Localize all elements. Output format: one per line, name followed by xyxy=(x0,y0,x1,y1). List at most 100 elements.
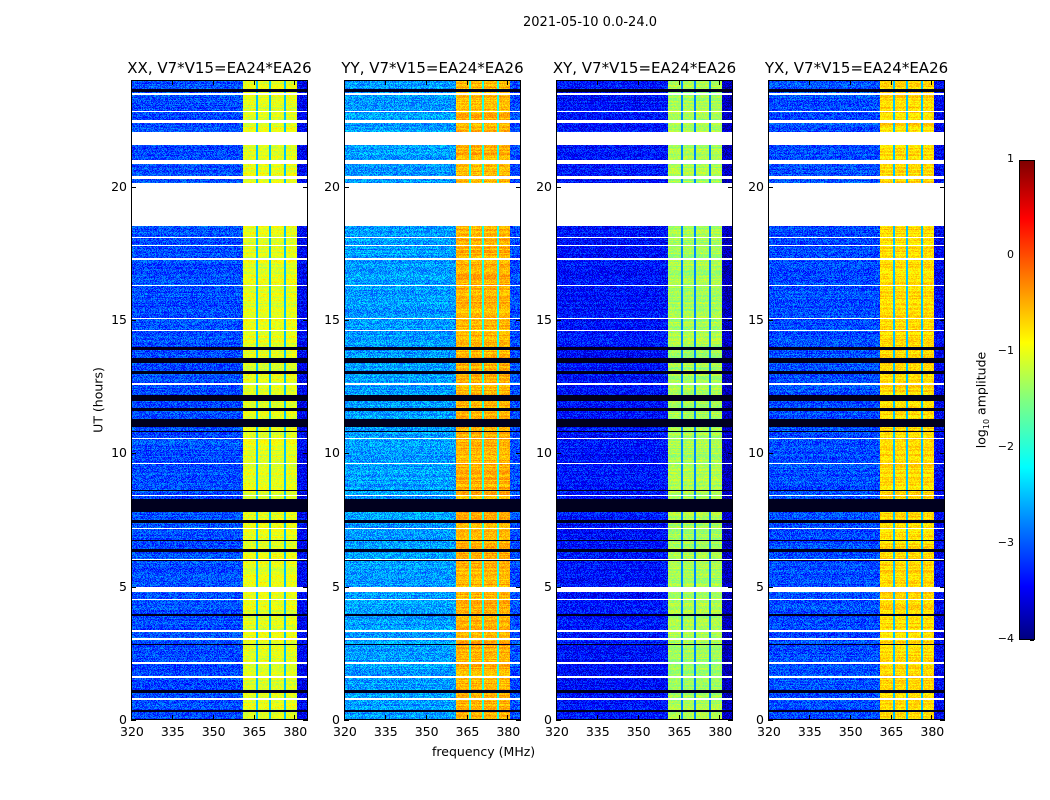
x-tick-mark xyxy=(344,715,345,720)
x-tick-mark xyxy=(849,80,851,85)
y-tick-mark xyxy=(556,720,561,721)
x-tick-mark xyxy=(768,715,769,720)
y-tick-label: 20 xyxy=(536,178,552,194)
y-tick-mark xyxy=(344,320,349,321)
x-tick-label: 320 xyxy=(545,724,569,739)
x-tick-label: 380 xyxy=(283,724,308,739)
colorbar-label-sub: 10 xyxy=(981,418,991,430)
x-tick-mark xyxy=(253,715,255,720)
colorbar-tick-mark xyxy=(1030,640,1034,641)
y-tick-mark xyxy=(516,320,521,321)
y-tick-label: 5 xyxy=(119,578,127,594)
x-tick-mark xyxy=(768,80,769,85)
x-tick-label: 365 xyxy=(455,724,480,739)
y-tick-label: 20 xyxy=(324,178,340,194)
x-tick-mark xyxy=(131,80,132,85)
y-tick-mark xyxy=(344,586,349,588)
waterfall-panel xyxy=(768,80,945,720)
colorbar-tick-label: −1 xyxy=(997,344,1014,357)
colorbar-tick-label: −4 xyxy=(997,632,1014,645)
y-tick-mark xyxy=(516,453,521,455)
y-tick-mark xyxy=(728,720,733,721)
x-tick-label: 335 xyxy=(160,724,185,739)
x-tick-mark xyxy=(849,715,851,720)
colorbar-tick-label: 0 xyxy=(1007,248,1014,261)
colorbar-label: log10 amplitude xyxy=(973,352,991,448)
waterfall-heatmap xyxy=(132,81,307,719)
y-tick-label: 15 xyxy=(324,312,340,327)
y-tick-mark xyxy=(768,320,773,321)
y-tick-mark xyxy=(344,186,349,188)
colorbar-tick-label: 1 xyxy=(1007,152,1014,165)
y-tick-mark xyxy=(940,186,945,188)
x-tick-label: 320 xyxy=(120,724,144,739)
waterfall-panel xyxy=(131,80,308,720)
colorbar-label-log: log xyxy=(973,429,989,449)
y-tick-mark xyxy=(768,586,773,588)
y-tick-label: 20 xyxy=(748,178,764,194)
x-tick-label: 335 xyxy=(585,724,610,739)
x-tick-label: 365 xyxy=(879,724,904,739)
y-tick-label: 10 xyxy=(111,445,127,461)
y-tick-mark xyxy=(940,720,945,721)
y-tick-mark xyxy=(303,586,308,588)
y-tick-label: 15 xyxy=(111,312,127,327)
x-tick-mark xyxy=(890,80,892,85)
waterfall-heatmap xyxy=(345,81,520,719)
y-tick-mark xyxy=(940,320,945,321)
y-tick-mark xyxy=(556,320,561,321)
x-tick-mark xyxy=(131,715,132,720)
x-tick-mark xyxy=(719,715,721,720)
y-tick-mark xyxy=(303,320,308,321)
y-tick-mark xyxy=(131,586,136,588)
y-tick-label: 5 xyxy=(756,578,764,594)
waterfall-heatmap xyxy=(769,81,944,719)
x-tick-label: 380 xyxy=(496,724,521,739)
x-tick-label: 380 xyxy=(920,724,945,739)
x-tick-mark xyxy=(808,715,810,720)
x-tick-mark xyxy=(596,80,598,85)
y-tick-label: 10 xyxy=(748,445,764,461)
x-tick-label: 380 xyxy=(708,724,733,739)
panel-title: XY, V7*V15=EA24*EA26 xyxy=(552,59,737,77)
y-tick-mark xyxy=(768,186,773,188)
x-tick-mark xyxy=(384,80,386,85)
panel-title: YY, V7*V15=EA24*EA26 xyxy=(341,59,524,77)
y-tick-mark xyxy=(516,720,521,721)
y-tick-mark xyxy=(131,186,136,188)
y-tick-mark xyxy=(131,320,136,321)
x-tick-mark xyxy=(890,715,892,720)
x-tick-mark xyxy=(212,715,214,720)
y-tick-mark xyxy=(131,720,136,721)
y-tick-mark xyxy=(940,586,945,588)
x-tick-mark xyxy=(931,80,933,85)
y-tick-label: 0 xyxy=(544,712,552,727)
x-tick-mark xyxy=(171,715,173,720)
x-tick-mark xyxy=(596,715,598,720)
x-tick-label: 365 xyxy=(242,724,267,739)
x-tick-mark xyxy=(466,715,468,720)
x-tick-label: 350 xyxy=(201,724,226,739)
y-tick-mark xyxy=(768,453,773,455)
y-tick-mark xyxy=(940,453,945,455)
y-tick-label: 15 xyxy=(748,312,764,327)
y-tick-mark xyxy=(344,720,349,721)
y-tick-label: 10 xyxy=(536,445,552,461)
x-tick-mark xyxy=(425,715,427,720)
y-tick-label: 5 xyxy=(544,578,552,594)
x-tick-mark xyxy=(294,80,296,85)
figure-title: 2021-05-10 0.0-24.0 xyxy=(523,15,657,30)
x-tick-mark xyxy=(425,80,427,85)
y-tick-mark xyxy=(516,586,521,588)
y-tick-label: 5 xyxy=(332,578,340,594)
x-tick-label: 350 xyxy=(626,724,651,739)
x-tick-mark xyxy=(556,715,557,720)
waterfall-panel xyxy=(344,80,521,720)
y-tick-label: 10 xyxy=(324,445,340,461)
y-tick-label: 0 xyxy=(119,712,127,727)
y-tick-mark xyxy=(728,586,733,588)
y-tick-mark xyxy=(728,186,733,188)
y-tick-mark xyxy=(556,586,561,588)
x-tick-mark xyxy=(466,80,468,85)
x-tick-mark xyxy=(507,80,509,85)
